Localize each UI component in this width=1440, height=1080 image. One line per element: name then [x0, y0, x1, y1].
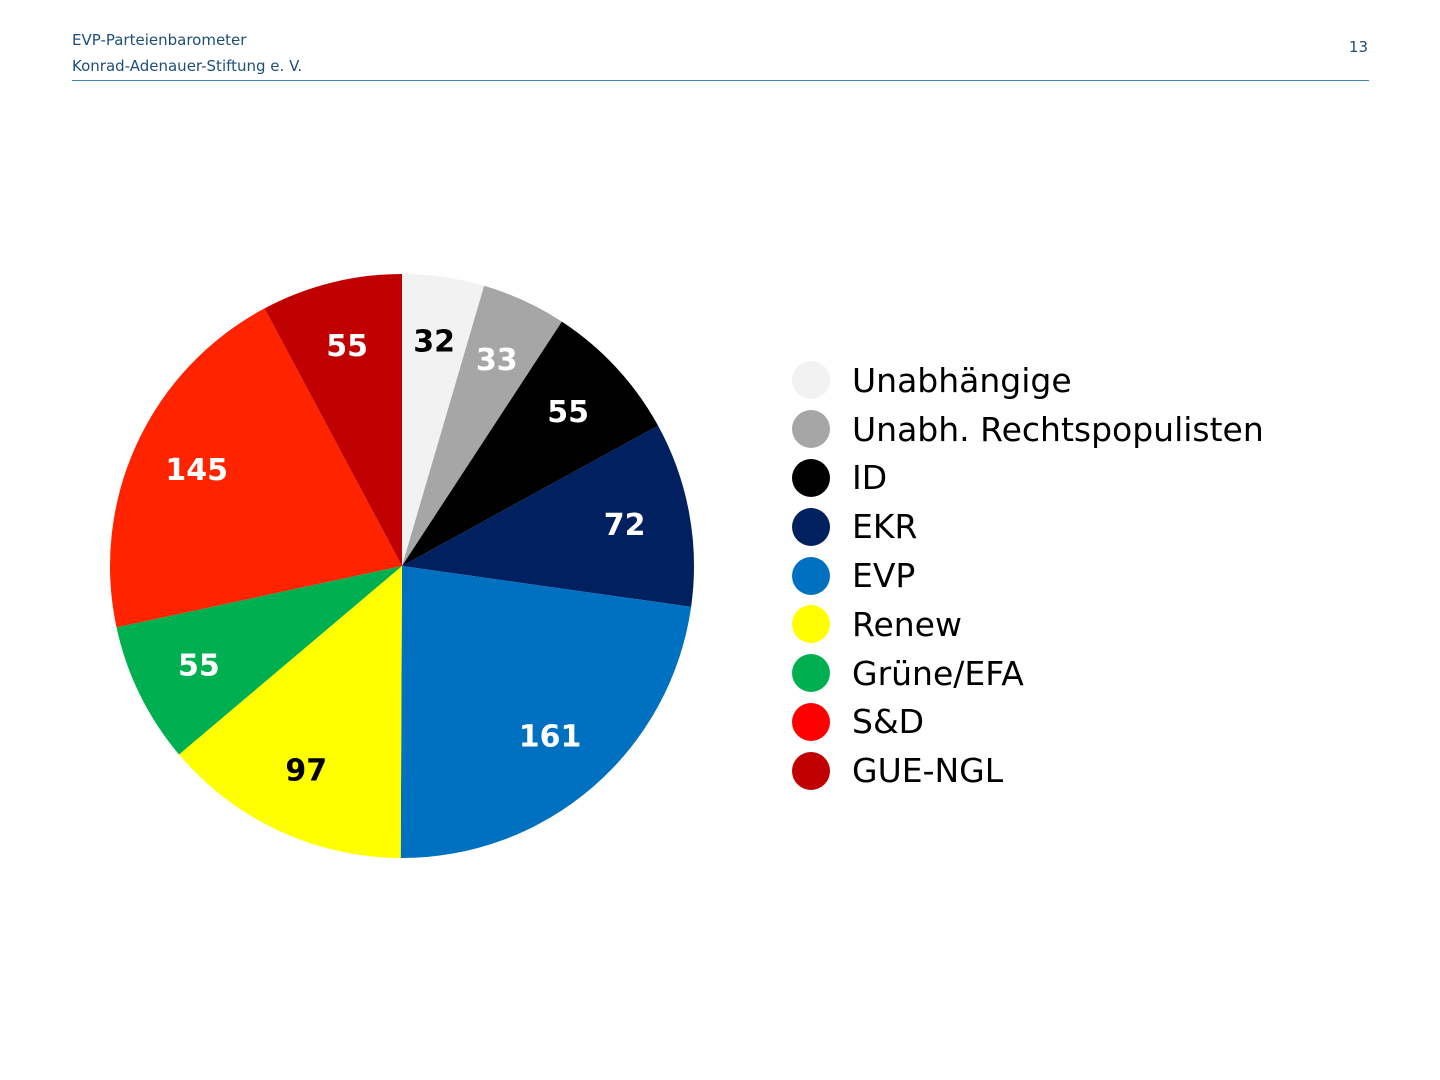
legend-label: Grüne/EFA [852, 653, 1024, 693]
legend-swatch [792, 751, 830, 790]
pie-data-label-1: 33 [476, 343, 518, 378]
legend-swatch [792, 654, 830, 693]
pie-slice-5 [179, 566, 402, 858]
pie-data-label-3: 72 [604, 508, 646, 543]
legend-label: EVP [852, 556, 916, 596]
pie-data-label-6: 55 [178, 648, 220, 683]
legend-swatch [792, 507, 830, 546]
legend-item: ID [792, 454, 1264, 503]
legend-item: Unabhängige [792, 356, 1264, 405]
page-number: 13 [1348, 38, 1368, 56]
legend-label: EKR [852, 507, 918, 547]
legend-label: S&D [852, 702, 925, 742]
pie-slices [109, 274, 694, 859]
pie-data-labels: 32 33 55 72 161 97 55 145 55 [165, 324, 645, 788]
legend-item: Grüne/EFA [792, 649, 1264, 698]
legend-swatch [792, 361, 830, 400]
legend-label: ID [852, 458, 888, 498]
pie-slice-4 [400, 566, 692, 859]
pie-slice-1 [402, 285, 562, 566]
pie-slice-8 [264, 274, 402, 566]
legend-swatch [792, 410, 830, 449]
legend-item: S&D [792, 698, 1264, 747]
legend-swatch [792, 605, 830, 644]
chart-legend: Unabhängige Unabh. Rechtspopulisten ID EKR E… [792, 356, 1264, 795]
pie-slice-0 [402, 274, 485, 566]
pie-data-label-5: 97 [285, 754, 327, 789]
legend-swatch [792, 556, 830, 595]
pie-data-label-2: 55 [547, 395, 589, 430]
legend-label: Unabhängige [852, 360, 1072, 400]
pie-data-label-4: 161 [519, 720, 582, 755]
legend-item: Renew [792, 600, 1264, 649]
pie-data-label-8: 55 [326, 329, 368, 364]
legend-item: EVP [792, 551, 1264, 600]
legend-swatch [792, 458, 830, 497]
pie-data-label-0: 32 [413, 324, 455, 359]
legend-item: Unabh. Rechtspopulisten [792, 405, 1264, 454]
header-divider [72, 80, 1369, 81]
legend-item: GUE-NGL [792, 746, 1264, 795]
pie-slice-7 [109, 308, 402, 628]
pie-data-label-7: 145 [165, 453, 228, 488]
header-title: EVP-Parteienbarometer [72, 31, 247, 49]
pie-slice-6 [116, 566, 402, 755]
legend-label: Unabh. Rechtspopulisten [852, 409, 1264, 449]
legend-label: Renew [852, 604, 962, 644]
legend-swatch [792, 702, 830, 741]
pie-slice-3 [402, 425, 694, 607]
header-organization: Konrad-Adenauer-Stiftung e. V. [72, 57, 303, 75]
legend-label: GUE-NGL [852, 751, 1004, 791]
legend-item: EKR [792, 502, 1264, 551]
pie-slice-2 [402, 321, 659, 566]
